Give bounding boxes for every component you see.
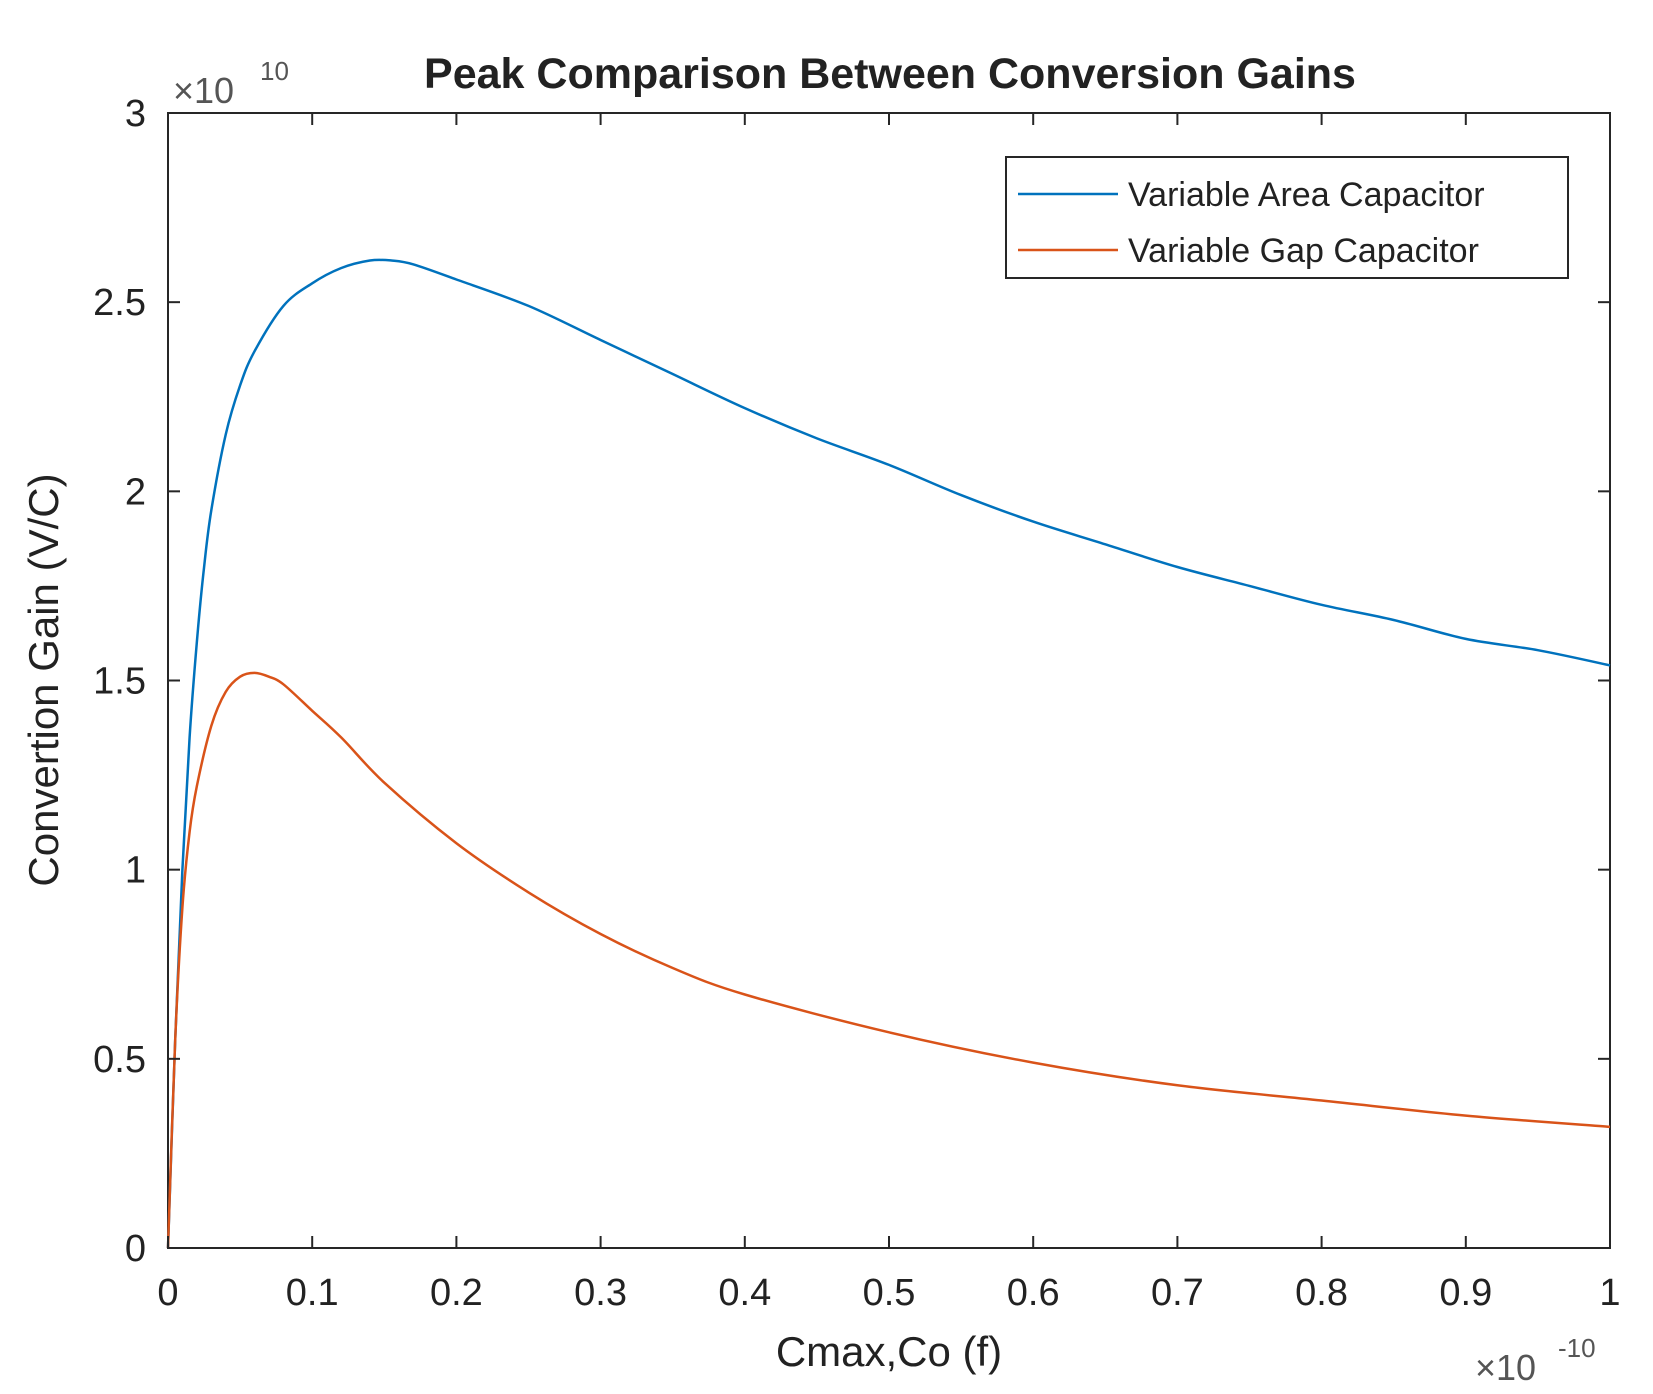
- y-tick-label: 0: [125, 1228, 146, 1270]
- y-tick-label: 1: [125, 850, 146, 892]
- y-tick-label: 1.5: [93, 661, 146, 703]
- chart-title: Peak Comparison Between Conversion Gains: [424, 50, 1356, 98]
- y-tick-label: 2: [125, 471, 146, 513]
- legend-label-variable-gap: Variable Gap Capacitor: [1128, 232, 1479, 270]
- y-exponent-label: ×10 10: [173, 56, 289, 111]
- y-exponent-power: 10: [260, 56, 289, 86]
- series-line-variable-area: [166, 258, 1611, 1249]
- series-line-variable-gap: [166, 671, 1611, 1249]
- x-tick-label: 0.2: [430, 1272, 483, 1314]
- x-tick-label: 1: [1599, 1272, 1620, 1314]
- legend-box: [1005, 156, 1569, 279]
- x-tick-label: 0.7: [1151, 1272, 1204, 1314]
- x-tick-label: 0.4: [718, 1272, 771, 1314]
- legend-label-variable-area: Variable Area Capacitor: [1128, 176, 1485, 214]
- x-tick-label: 0: [157, 1272, 178, 1314]
- y-exponent-base: ×10: [173, 70, 234, 111]
- legend: Variable Area Capacitor Variable Gap Cap…: [1005, 156, 1569, 279]
- ticks-layer: 0 0.1 0.2 0.3 0.4 0.5 0.6 0.7 0.8 0.9 1 0 0.5 1 1.5 2 2.…: [93, 93, 1620, 1314]
- x-tick-label: 0.6: [1007, 1272, 1060, 1314]
- x-exponent-base: ×10: [1475, 1347, 1536, 1388]
- axes-box: [167, 112, 1611, 1249]
- x-tick-label: 0.9: [1439, 1272, 1492, 1314]
- y-tick-label: 0.5: [93, 1039, 146, 1081]
- y-tick-label: 3: [125, 93, 146, 135]
- x-tick-label: 0.8: [1295, 1272, 1348, 1314]
- x-tick-label: 0.5: [863, 1272, 916, 1314]
- y-axis-label: Convertion Gain (V/C): [20, 473, 67, 886]
- plot-area: [167, 112, 1611, 1249]
- x-tick-label: 0.3: [574, 1272, 627, 1314]
- x-exponent-label: ×10 -10: [1475, 1333, 1596, 1388]
- x-tick-label: 0.1: [286, 1272, 339, 1314]
- y-tick-label: 2.5: [93, 282, 146, 324]
- x-axis-label: Cmax,Co (f): [776, 1328, 1002, 1375]
- series-layer: [166, 258, 1611, 1249]
- x-exponent-power: -10: [1558, 1333, 1596, 1363]
